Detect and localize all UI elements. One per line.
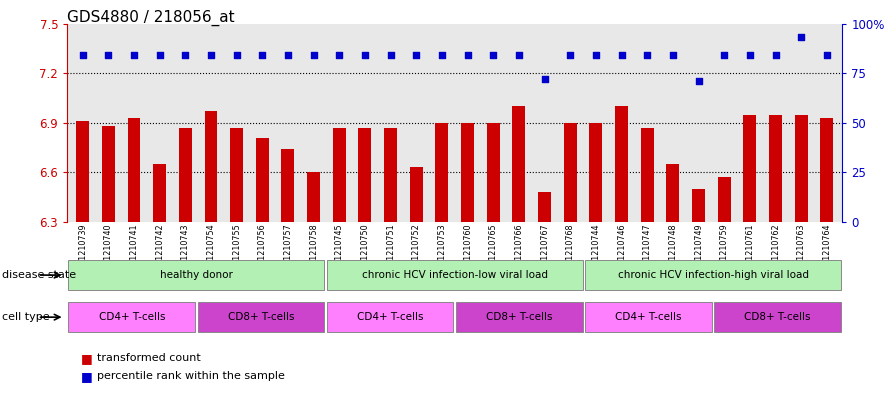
Text: percentile rank within the sample: percentile rank within the sample [97,371,285,382]
Bar [76,121,89,222]
Bar [327,260,582,290]
Bar [718,177,730,222]
Point [486,52,500,59]
Bar [358,128,371,222]
Bar [435,123,448,222]
Text: GDS4880 / 218056_at: GDS4880 / 218056_at [67,10,235,26]
Bar [769,114,782,222]
Bar [198,302,324,332]
Bar [327,302,453,332]
Text: transformed count: transformed count [97,353,201,364]
Bar [179,128,192,222]
Text: healthy donor: healthy donor [159,270,233,280]
Bar [616,106,628,222]
Point [409,52,424,59]
Point [692,78,706,84]
Bar [513,106,525,222]
Point [743,52,757,59]
Bar [230,128,243,222]
Bar [102,126,115,222]
Point [615,52,629,59]
Point [152,52,167,59]
Bar [585,260,841,290]
Text: CD8+ T-cells: CD8+ T-cells [228,312,294,322]
Bar [461,123,474,222]
Bar [487,123,500,222]
Point [203,52,218,59]
Bar [68,302,195,332]
Text: disease state: disease state [2,270,76,280]
Bar [590,123,602,222]
Text: chronic HCV infection-high viral load: chronic HCV infection-high viral load [617,270,808,280]
Point [280,52,295,59]
Point [820,52,834,59]
Text: chronic HCV infection-low viral load: chronic HCV infection-low viral load [362,270,547,280]
Bar [281,149,294,222]
Bar [692,189,705,222]
Point [512,52,526,59]
Bar [667,164,679,222]
Text: CD4+ T-cells: CD4+ T-cells [616,312,682,322]
Text: CD8+ T-cells: CD8+ T-cells [486,312,553,322]
Bar [68,260,324,290]
Point [640,52,654,59]
Bar [332,128,346,222]
Bar [714,302,841,332]
Point [358,52,372,59]
Bar [256,138,269,222]
Point [229,52,244,59]
Bar [641,128,653,222]
Text: CD8+ T-cells: CD8+ T-cells [745,312,811,322]
Text: cell type: cell type [2,312,49,322]
Point [717,52,731,59]
Bar [456,302,582,332]
Point [538,76,552,82]
Point [794,34,808,40]
Point [255,52,270,59]
Point [666,52,680,59]
Point [75,52,90,59]
Point [332,52,347,59]
Bar [538,192,551,222]
Bar [384,128,397,222]
Point [126,52,141,59]
Bar [204,111,218,222]
Point [769,52,783,59]
Bar [127,118,141,222]
Point [383,52,398,59]
Bar [153,164,166,222]
Bar [409,167,423,222]
Text: ■: ■ [81,352,92,365]
Point [101,52,116,59]
Text: CD4+ T-cells: CD4+ T-cells [357,312,424,322]
Point [589,52,603,59]
Point [306,52,321,59]
Bar [307,173,320,222]
Bar [585,302,711,332]
Bar [564,123,577,222]
Point [461,52,475,59]
Point [563,52,577,59]
Text: ■: ■ [81,370,92,383]
Bar [795,114,807,222]
Point [178,52,193,59]
Bar [744,114,756,222]
Bar [821,118,833,222]
Point [435,52,449,59]
Text: CD4+ T-cells: CD4+ T-cells [99,312,165,322]
